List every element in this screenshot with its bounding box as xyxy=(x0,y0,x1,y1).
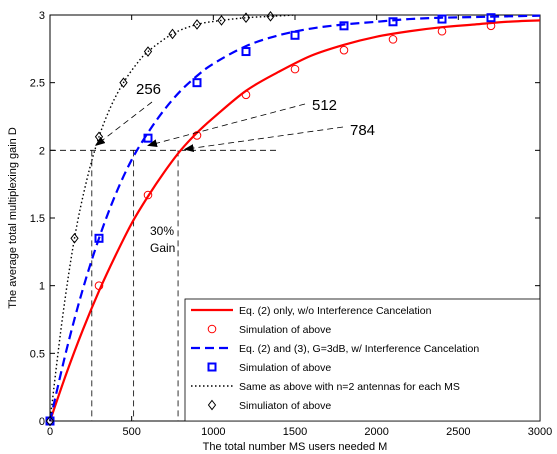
series-line-dotted xyxy=(49,14,296,422)
annotation-arrow xyxy=(95,101,153,146)
marker-layer xyxy=(45,11,496,427)
x-tick-label: 0 xyxy=(47,426,53,438)
annotation-784: 784 xyxy=(350,122,375,139)
legend-entry-n2: Same as above with n=2 antennas for each… xyxy=(239,381,460,393)
series-line-dashed xyxy=(48,14,541,422)
data-point-diamond xyxy=(168,28,177,40)
x-axis-label: The total number MS users needed M xyxy=(203,441,388,453)
data-point-diamond xyxy=(45,415,55,427)
data-point-diamond xyxy=(70,232,79,244)
data-point-circle xyxy=(143,190,153,200)
legend-marker-diamond xyxy=(207,399,217,411)
data-point-diamond xyxy=(119,77,128,88)
y-tick-label: 0.5 xyxy=(30,348,45,360)
annotation-gain-word: Gain xyxy=(150,241,175,255)
y-tick-label: 2 xyxy=(39,145,45,157)
series-line-solid xyxy=(48,19,541,422)
data-point-circle xyxy=(388,35,398,44)
data-point-diamond xyxy=(217,15,226,26)
legend-entry-sim-n2: Simuliaton of above xyxy=(239,400,331,412)
data-point-square xyxy=(290,30,300,40)
annotation-arrow xyxy=(183,126,344,153)
legend-entry-eq23: Eq. (2) and (3), G=3dB, w/ Interference … xyxy=(239,343,479,355)
legend-entry-sim-eq2: Simulation of above xyxy=(239,324,331,336)
data-point-circle xyxy=(339,45,349,55)
data-point-circle xyxy=(437,26,447,36)
data-point-diamond xyxy=(143,46,153,57)
annotation-512: 512 xyxy=(312,97,337,114)
annotation-arrow xyxy=(147,103,306,148)
data-point-square xyxy=(192,78,202,88)
x-tick-label: 1000 xyxy=(201,426,225,438)
x-tick-label: 2500 xyxy=(446,426,470,438)
y-tick-label: 2.5 xyxy=(30,78,45,90)
data-point-diamond xyxy=(192,19,202,30)
legend-marker-square xyxy=(207,362,217,372)
legend-box xyxy=(184,298,541,422)
data-point-square xyxy=(388,17,398,27)
y-tick-label: 1 xyxy=(39,281,45,293)
data-point-diamond xyxy=(241,12,251,24)
data-point-square xyxy=(486,13,496,23)
legend-marker-circle xyxy=(207,324,217,334)
data-point-circle xyxy=(94,281,104,290)
x-tick-label: 3000 xyxy=(528,426,552,438)
legend-swatches xyxy=(191,308,233,411)
data-point-square xyxy=(339,21,349,31)
y-tick-label: 3 xyxy=(39,10,45,22)
y-tick-label: 0 xyxy=(39,416,45,428)
annotation-256: 256 xyxy=(136,81,161,98)
legend-entry-sim-eq23: Simulation of above xyxy=(239,362,331,374)
data-point-circle xyxy=(192,131,202,140)
y-tick-label: 1.5 xyxy=(30,213,45,225)
tick-layer: 0 500 1000 1500 2000 2500 3000 0 0.5 1 1.5 2 2.5 3 xyxy=(30,10,553,438)
annotation-gain-percent: 30% xyxy=(150,224,174,238)
data-point-square xyxy=(437,14,447,24)
legend: Eq. (2) only, w/o Interference Cancelati… xyxy=(184,298,541,422)
data-point-diamond xyxy=(266,11,275,22)
x-tick-label: 2000 xyxy=(364,426,388,438)
y-axis-label: The average total multiplexing gain D xyxy=(7,127,19,309)
x-tick-label: 1500 xyxy=(283,426,307,438)
data-point-square xyxy=(94,233,104,243)
data-point-circle xyxy=(290,64,300,74)
x-tick-label: 500 xyxy=(122,426,140,438)
guide-lines xyxy=(50,149,279,421)
data-point-square xyxy=(241,47,251,57)
legend-entry-eq2: Eq. (2) only, w/o Interference Cancelati… xyxy=(239,305,432,317)
annotation-arrows xyxy=(95,101,344,153)
series-layer xyxy=(48,14,541,422)
data-point-circle xyxy=(241,90,251,100)
